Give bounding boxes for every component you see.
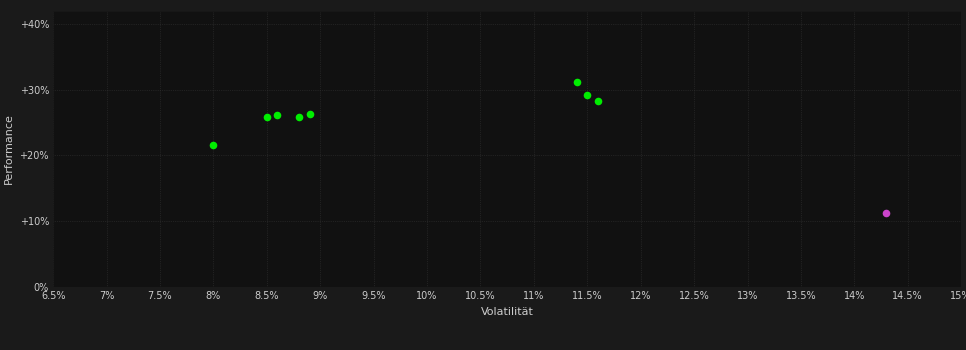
Point xyxy=(580,93,595,98)
Point xyxy=(259,114,274,120)
Point xyxy=(569,79,584,84)
Point xyxy=(206,143,221,148)
Y-axis label: Performance: Performance xyxy=(4,113,14,184)
Point xyxy=(291,114,306,120)
Point xyxy=(879,210,895,216)
X-axis label: Volatilität: Volatilität xyxy=(481,307,533,317)
Point xyxy=(590,99,606,104)
Point xyxy=(301,111,317,117)
Point xyxy=(270,112,285,117)
